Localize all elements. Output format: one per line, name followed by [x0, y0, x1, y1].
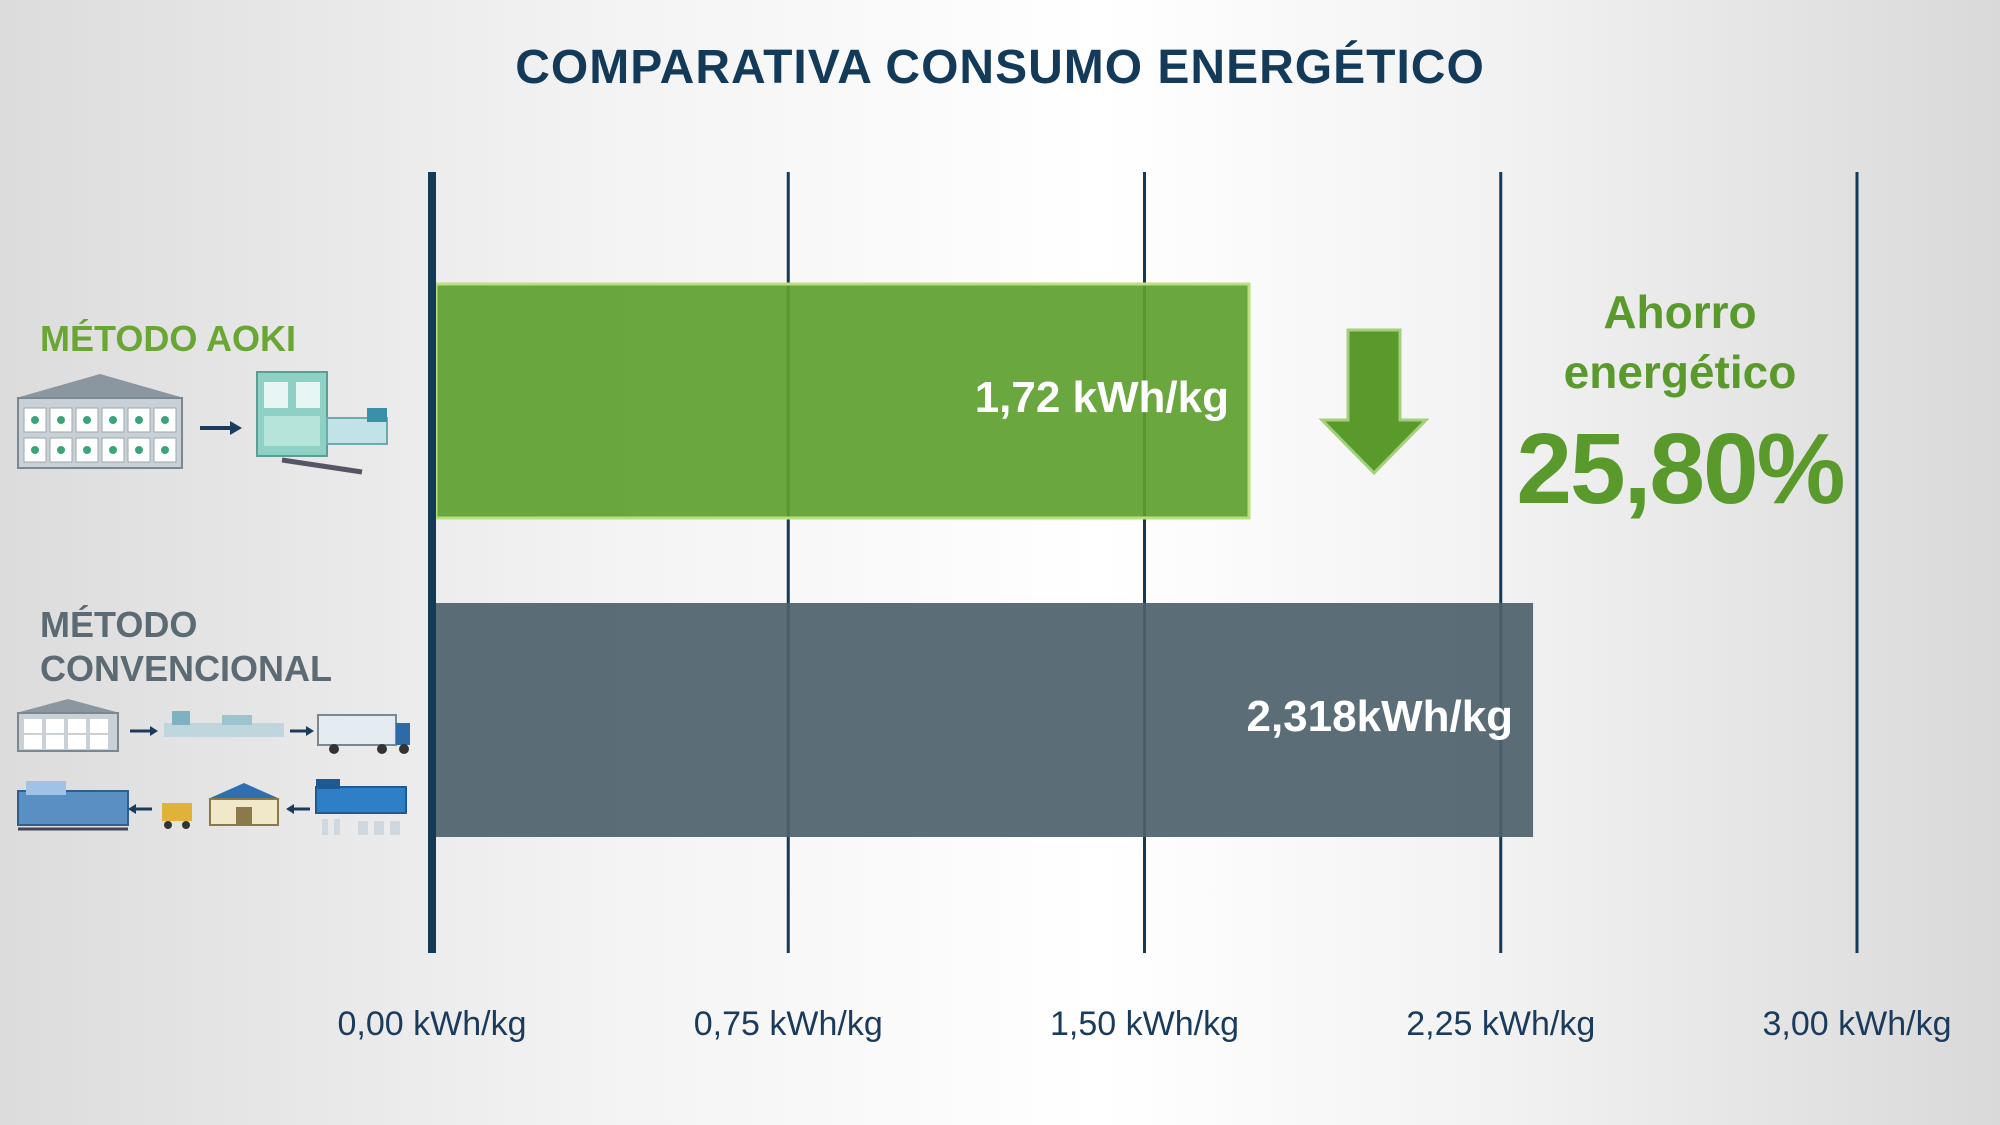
x-tick-label: 0,00 kWh/kg [337, 1005, 527, 1043]
savings-percentage: 25,80% [1516, 413, 1845, 525]
conventional-bar [436, 603, 1534, 837]
arrow-right-icon [200, 421, 242, 435]
conventional-value-label: 2,318kWh/kg [1246, 692, 1514, 741]
x-tick-label: 3,00 kWh/kg [1762, 1005, 1952, 1043]
aoki-method-label: MÉTODO AOKI [40, 318, 297, 359]
arrow-down-icon [1318, 328, 1430, 476]
chart-title: COMPARATIVA CONSUMO ENERGÉTICO [515, 41, 1485, 94]
warehouse-icon [16, 374, 184, 469]
conventional-label-line2: CONVENCIONAL [40, 648, 333, 689]
aoki-bar [434, 282, 1251, 520]
bars [434, 282, 1534, 837]
aoki-value-label: 1,72 kWh/kg [974, 373, 1229, 422]
blow-molding-machine-icon [256, 371, 388, 475]
truck-icon [317, 714, 410, 754]
arrow-right-icon [130, 726, 158, 736]
x-tick-label: 2,25 kWh/kg [1406, 1005, 1596, 1043]
arrow-left-icon [128, 804, 152, 814]
savings-title-line2: energético [1563, 346, 1797, 398]
warehouse-icon [16, 699, 120, 752]
savings-title: Ahorro energético [1490, 282, 1870, 402]
injection-machine-icon [315, 779, 407, 835]
arrow-left-icon [286, 804, 310, 814]
conventional-process-illustration [16, 699, 410, 835]
bottling-machine-icon [17, 781, 129, 831]
arrow-right-icon [290, 726, 314, 736]
x-tick-label: 1,50 kWh/kg [1050, 1005, 1239, 1043]
extrusion-line-icon [164, 711, 284, 737]
forklift-icon [162, 803, 192, 829]
factory-icon [208, 783, 280, 826]
conventional-label-line1: MÉTODO [40, 604, 198, 645]
savings-title-line1: Ahorro [1603, 286, 1757, 338]
x-tick-label: 0,75 kWh/kg [693, 1005, 883, 1043]
aoki-process-illustration [16, 371, 388, 475]
conventional-method-label: MÉTODO CONVENCIONAL [40, 603, 332, 691]
